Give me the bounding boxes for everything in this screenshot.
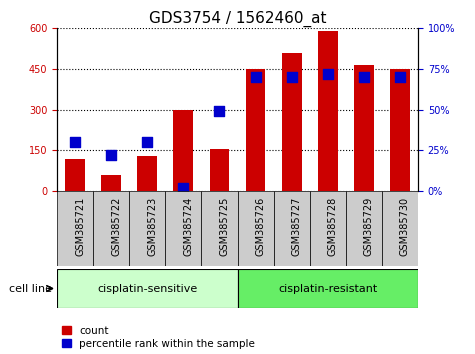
Text: GSM385725: GSM385725 [219, 197, 229, 257]
Bar [274, 191, 310, 266]
Bar [390, 69, 410, 191]
Text: GSM385730: GSM385730 [400, 197, 410, 256]
Bar [346, 191, 382, 266]
Bar [137, 156, 157, 191]
Point [180, 185, 187, 191]
Bar [238, 191, 274, 266]
Text: GSM385728: GSM385728 [328, 197, 338, 256]
Bar [57, 269, 238, 308]
Bar [101, 175, 121, 191]
Bar [246, 69, 266, 191]
Bar [165, 191, 201, 266]
Bar [129, 191, 165, 266]
Bar [282, 53, 302, 191]
Bar [354, 65, 374, 191]
Point [216, 109, 223, 114]
Bar [382, 191, 418, 266]
Text: cisplatin-resistant: cisplatin-resistant [278, 284, 377, 293]
Point [107, 153, 115, 158]
Legend: count, percentile rank within the sample: count, percentile rank within the sample [62, 326, 255, 349]
Point [396, 74, 404, 80]
Point [288, 74, 295, 80]
Bar [93, 191, 129, 266]
Text: GSM385724: GSM385724 [183, 197, 193, 256]
Text: GSM385727: GSM385727 [292, 197, 302, 257]
Text: GSM385723: GSM385723 [147, 197, 157, 256]
Bar [238, 269, 418, 308]
Point [143, 139, 151, 145]
Bar [318, 31, 338, 191]
Point [252, 74, 259, 80]
Title: GDS3754 / 1562460_at: GDS3754 / 1562460_at [149, 11, 326, 27]
Text: GSM385729: GSM385729 [364, 197, 374, 256]
Bar [173, 110, 193, 191]
Text: cisplatin-sensitive: cisplatin-sensitive [97, 284, 198, 293]
Point [360, 74, 368, 80]
Bar [65, 159, 85, 191]
Bar [57, 191, 93, 266]
Text: GSM385722: GSM385722 [111, 197, 121, 257]
Bar [201, 191, 238, 266]
Point [324, 71, 332, 77]
Text: GSM385721: GSM385721 [75, 197, 85, 256]
Bar [209, 149, 229, 191]
Point [71, 139, 79, 145]
Bar [310, 191, 346, 266]
Text: cell line: cell line [9, 284, 52, 293]
Text: GSM385726: GSM385726 [256, 197, 266, 256]
